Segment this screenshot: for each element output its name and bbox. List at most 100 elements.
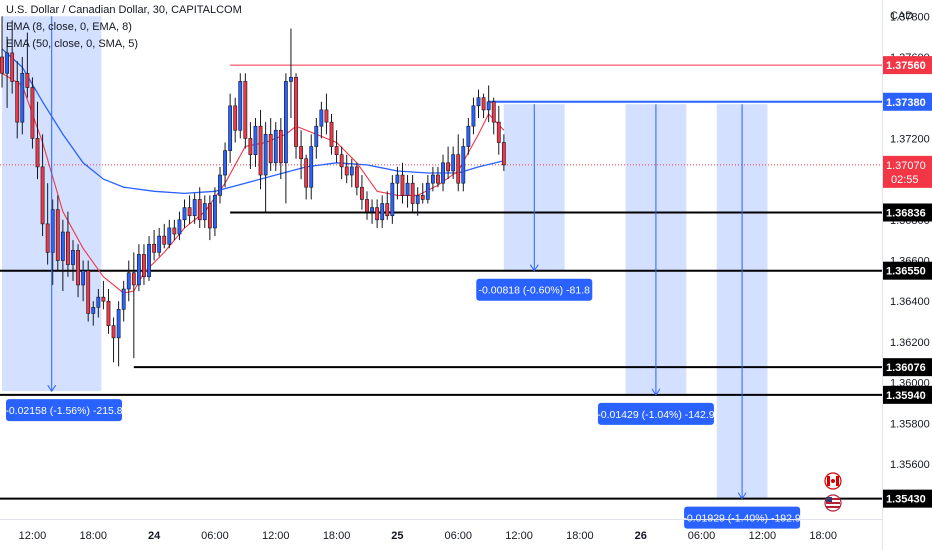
- candle[interactable]: [360, 175, 364, 210]
- candle[interactable]: [486, 85, 491, 123]
- candle[interactable]: [273, 122, 278, 171]
- candle[interactable]: [10, 20, 15, 94]
- candle[interactable]: [0, 16, 4, 88]
- candle[interactable]: [278, 118, 283, 180]
- candle[interactable]: [30, 77, 35, 149]
- candle[interactable]: [192, 193, 197, 224]
- candle[interactable]: [501, 134, 506, 171]
- candle[interactable]: [395, 166, 400, 200]
- candle[interactable]: [121, 280, 126, 322]
- candle[interactable]: [334, 130, 339, 163]
- candle[interactable]: [50, 199, 55, 285]
- candle[interactable]: [370, 199, 374, 224]
- candle[interactable]: [451, 146, 456, 180]
- candle[interactable]: [344, 154, 349, 184]
- candle[interactable]: [304, 154, 309, 200]
- candle[interactable]: [400, 162, 405, 204]
- candle[interactable]: [461, 138, 466, 192]
- candle[interactable]: [111, 317, 116, 363]
- candle[interactable]: [324, 93, 329, 135]
- candle[interactable]: [76, 244, 80, 298]
- candle[interactable]: [283, 73, 288, 204]
- candle[interactable]: [152, 229, 156, 261]
- candle[interactable]: [491, 97, 496, 135]
- candle[interactable]: [410, 175, 415, 212]
- candle[interactable]: [15, 61, 20, 139]
- candle[interactable]: [471, 97, 476, 135]
- candle[interactable]: [233, 97, 238, 143]
- candle[interactable]: [187, 195, 192, 224]
- candle[interactable]: [197, 187, 202, 228]
- candle[interactable]: [147, 236, 151, 281]
- candle[interactable]: [420, 183, 425, 204]
- flag-icons[interactable]: [824, 472, 842, 512]
- candle[interactable]: [354, 162, 359, 196]
- candle[interactable]: [172, 219, 177, 241]
- candle[interactable]: [131, 252, 136, 359]
- candle[interactable]: [223, 142, 227, 188]
- candle[interactable]: [106, 289, 111, 334]
- candle[interactable]: [466, 118, 471, 155]
- candle[interactable]: [71, 240, 75, 281]
- candle[interactable]: [25, 32, 30, 98]
- candle[interactable]: [289, 28, 293, 119]
- candle[interactable]: [436, 166, 440, 188]
- candle[interactable]: [45, 183, 50, 265]
- candle[interactable]: [430, 166, 435, 192]
- candle[interactable]: [441, 154, 445, 192]
- candle[interactable]: [66, 211, 70, 277]
- candle[interactable]: [294, 73, 298, 159]
- canada-flag-icon[interactable]: [824, 472, 842, 490]
- candle[interactable]: [385, 191, 390, 220]
- candle[interactable]: [238, 73, 243, 139]
- candle[interactable]: [456, 134, 461, 192]
- candle[interactable]: [81, 260, 86, 302]
- candle[interactable]: [96, 289, 101, 318]
- candle[interactable]: [258, 109, 263, 190]
- candle[interactable]: [415, 187, 420, 216]
- candle[interactable]: [263, 122, 268, 212]
- candle[interactable]: [207, 195, 212, 241]
- candle[interactable]: [157, 227, 162, 257]
- candle[interactable]: [136, 244, 141, 292]
- candle[interactable]: [116, 301, 121, 367]
- candle[interactable]: [202, 195, 207, 228]
- candle[interactable]: [476, 89, 481, 119]
- candle[interactable]: [365, 191, 369, 220]
- candle[interactable]: [375, 199, 380, 228]
- candle[interactable]: [329, 113, 334, 155]
- candle[interactable]: [268, 118, 273, 171]
- candle[interactable]: [314, 118, 319, 159]
- candle[interactable]: [218, 166, 222, 204]
- candle[interactable]: [243, 73, 248, 149]
- candle[interactable]: [319, 101, 324, 139]
- candle[interactable]: [349, 158, 354, 188]
- candle[interactable]: [101, 280, 106, 310]
- candle[interactable]: [213, 187, 217, 237]
- candle[interactable]: [142, 244, 146, 285]
- candle[interactable]: [248, 122, 253, 169]
- candle[interactable]: [481, 93, 486, 119]
- candle[interactable]: [390, 175, 395, 224]
- usa-flag-icon[interactable]: [824, 494, 842, 512]
- candle[interactable]: [380, 195, 385, 228]
- candle[interactable]: [5, 36, 9, 108]
- candle[interactable]: [162, 223, 167, 249]
- candle[interactable]: [253, 118, 258, 167]
- candle[interactable]: [405, 175, 410, 208]
- candle[interactable]: [86, 260, 91, 322]
- candle[interactable]: [167, 219, 172, 249]
- candle[interactable]: [40, 134, 45, 237]
- candle[interactable]: [182, 199, 187, 228]
- candle[interactable]: [496, 105, 501, 155]
- candle[interactable]: [425, 175, 430, 204]
- candle[interactable]: [91, 301, 96, 326]
- candle[interactable]: [60, 219, 65, 292]
- candle[interactable]: [446, 146, 450, 180]
- candle[interactable]: [309, 134, 314, 200]
- candle[interactable]: [228, 93, 233, 163]
- candle[interactable]: [126, 260, 131, 302]
- candle[interactable]: [20, 56, 25, 135]
- candle[interactable]: [339, 146, 344, 180]
